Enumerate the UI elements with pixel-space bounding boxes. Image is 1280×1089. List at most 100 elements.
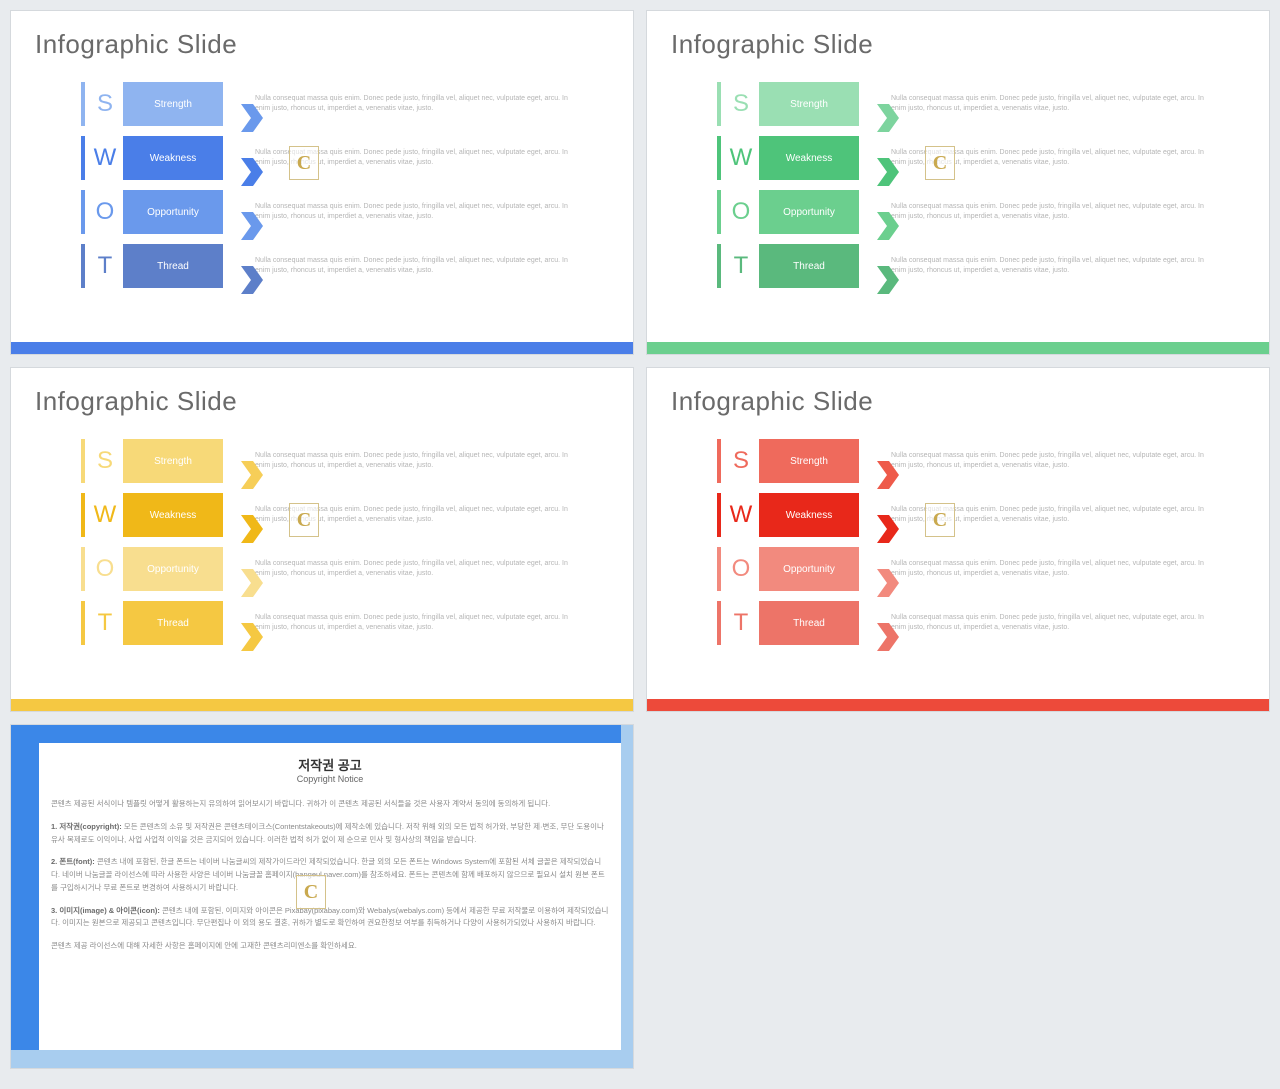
vbar	[81, 547, 85, 591]
frame-right	[621, 725, 633, 1068]
swot-row-o: O Opportunity Nulla consequat massa quis…	[81, 545, 603, 593]
frame-bottom	[11, 1050, 633, 1068]
swot-desc: Nulla consequat massa quis enim. Donec p…	[891, 202, 1239, 223]
swot-desc: Nulla consequat massa quis enim. Donec p…	[891, 613, 1239, 634]
frame-left	[11, 725, 39, 1068]
section-label: 1. 저작권(copyright):	[51, 822, 122, 831]
swot-row-s: S Strength Nulla consequat massa quis en…	[81, 80, 603, 128]
swot-desc: Nulla consequat massa quis enim. Donec p…	[255, 613, 603, 634]
slide-title: Infographic Slide	[11, 368, 633, 417]
bottom-bar	[647, 699, 1269, 711]
swot-label: Strength	[759, 439, 859, 483]
slide-red: Infographic Slide S Strength Nulla conse…	[646, 367, 1270, 712]
swot-row-t: T Thread Nulla consequat massa quis enim…	[81, 242, 603, 290]
copyright-section-1: 1. 저작권(copyright): 모든 콘텐츠의 소유 및 저작권은 콘텐츠…	[51, 821, 609, 847]
swot-row-s: S Strength Nulla consequat massa quis en…	[717, 80, 1239, 128]
section-label: 3. 이미지(image) & 아이콘(icon):	[51, 906, 160, 915]
swot-desc: Nulla consequat massa quis enim. Donec p…	[891, 256, 1239, 277]
swot-row-s: S Strength Nulla consequat massa quis en…	[81, 437, 603, 485]
section-text: 콘텐츠 내에 포함된, 한글 폰트는 네이버 나눔글씨의 제작가이드라인 제작되…	[51, 857, 605, 892]
swot-label: Thread	[123, 244, 223, 288]
swot-label: Strength	[123, 439, 223, 483]
frame-top	[11, 725, 633, 743]
swot-letter: O	[87, 198, 123, 226]
swot-letter: W	[723, 501, 759, 529]
swot-row-w: W Weakness Nulla consequat massa quis en…	[717, 134, 1239, 182]
swot-letter: T	[723, 609, 759, 637]
swot-row-t: T Thread Nulla consequat massa quis enim…	[81, 599, 603, 647]
copyright-section-3: 3. 이미지(image) & 아이콘(icon): 콘텐츠 내에 포함된, 이…	[51, 905, 609, 931]
swot-desc: Nulla consequat massa quis enim. Donec p…	[255, 451, 603, 472]
swot-letter: T	[87, 252, 123, 280]
vbar	[81, 493, 85, 537]
watermark-icon: C	[289, 503, 319, 537]
watermark-icon: C	[925, 146, 955, 180]
swot-letter: W	[87, 501, 123, 529]
vbar	[717, 82, 721, 126]
swot-letter: S	[723, 90, 759, 118]
swot-row-o: O Opportunity Nulla consequat massa quis…	[717, 188, 1239, 236]
swot-label: Thread	[759, 601, 859, 645]
swot-row-s: S Strength Nulla consequat massa quis en…	[717, 437, 1239, 485]
slide-copyright: 저작권 공고 Copyright Notice 콘텐츠 제공된 서식이나 템플릿…	[10, 724, 634, 1069]
swot-row-w: W Weakness Nulla consequat massa quis en…	[717, 491, 1239, 539]
copyright-content: 저작권 공고 Copyright Notice 콘텐츠 제공된 서식이나 템플릿…	[51, 755, 609, 1038]
swot-row-o: O Opportunity Nulla consequat massa quis…	[717, 545, 1239, 593]
watermark-icon: C	[925, 503, 955, 537]
vbar	[717, 136, 721, 180]
swot-letter: S	[87, 90, 123, 118]
swot-letter: W	[87, 144, 123, 172]
vbar	[717, 601, 721, 645]
swot-letter: O	[723, 555, 759, 583]
swot-label: Weakness	[123, 493, 223, 537]
empty-cell	[646, 724, 1270, 1069]
swot-row-t: T Thread Nulla consequat massa quis enim…	[717, 599, 1239, 647]
swot-letter: O	[723, 198, 759, 226]
swot-label: Opportunity	[123, 190, 223, 234]
vbar	[717, 190, 721, 234]
vbar	[717, 493, 721, 537]
swot-desc: Nulla consequat massa quis enim. Donec p…	[255, 559, 603, 580]
bottom-bar	[11, 342, 633, 354]
swot-desc: Nulla consequat massa quis enim. Donec p…	[255, 256, 603, 277]
swot-letter: W	[723, 144, 759, 172]
slide-blue: Infographic Slide S Strength Nulla conse…	[10, 10, 634, 355]
vbar	[717, 244, 721, 288]
swot-letter: T	[87, 609, 123, 637]
swot-container: S Strength Nulla consequat massa quis en…	[647, 417, 1269, 647]
slide-green: Infographic Slide S Strength Nulla conse…	[646, 10, 1270, 355]
swot-label: Weakness	[123, 136, 223, 180]
swot-letter: S	[87, 447, 123, 475]
swot-label: Strength	[759, 82, 859, 126]
swot-label: Weakness	[759, 136, 859, 180]
swot-label: Opportunity	[123, 547, 223, 591]
bottom-bar	[647, 342, 1269, 354]
swot-letter: T	[723, 252, 759, 280]
swot-row-w: W Weakness Nulla consequat massa quis en…	[81, 134, 603, 182]
swot-desc: Nulla consequat massa quis enim. Donec p…	[891, 94, 1239, 115]
swot-letter: O	[87, 555, 123, 583]
swot-label: Opportunity	[759, 547, 859, 591]
copyright-subtitle: Copyright Notice	[51, 774, 609, 784]
swot-desc: Nulla consequat massa quis enim. Donec p…	[255, 202, 603, 223]
copyright-title: 저작권 공고	[51, 755, 609, 774]
bottom-bar	[11, 699, 633, 711]
swot-container: S Strength Nulla consequat massa quis en…	[11, 60, 633, 290]
watermark-icon: C	[289, 146, 319, 180]
swot-label: Weakness	[759, 493, 859, 537]
swot-label: Opportunity	[759, 190, 859, 234]
copyright-footer: 콘텐츠 제공 라이선스에 대해 자세한 사항은 홈페이지에 안에 고재한 콘텐츠…	[51, 940, 609, 953]
swot-row-w: W Weakness Nulla consequat massa quis en…	[81, 491, 603, 539]
copyright-intro: 콘텐츠 제공된 서식이나 템플릿 어떻게 활용하는지 유의하여 읽어보시기 바랍…	[51, 798, 609, 811]
section-label: 2. 폰트(font):	[51, 857, 95, 866]
vbar	[81, 190, 85, 234]
swot-desc: Nulla consequat massa quis enim. Donec p…	[891, 451, 1239, 472]
section-text: 모든 콘텐츠의 소유 및 저작권은 콘텐츠테이크스(Contentstakeou…	[51, 822, 604, 844]
swot-row-t: T Thread Nulla consequat massa quis enim…	[717, 242, 1239, 290]
swot-container: S Strength Nulla consequat massa quis en…	[647, 60, 1269, 290]
swot-letter: S	[723, 447, 759, 475]
swot-desc: Nulla consequat massa quis enim. Donec p…	[255, 94, 603, 115]
swot-row-o: O Opportunity Nulla consequat massa quis…	[81, 188, 603, 236]
swot-container: S Strength Nulla consequat massa quis en…	[11, 417, 633, 647]
watermark-icon: C	[296, 875, 326, 909]
